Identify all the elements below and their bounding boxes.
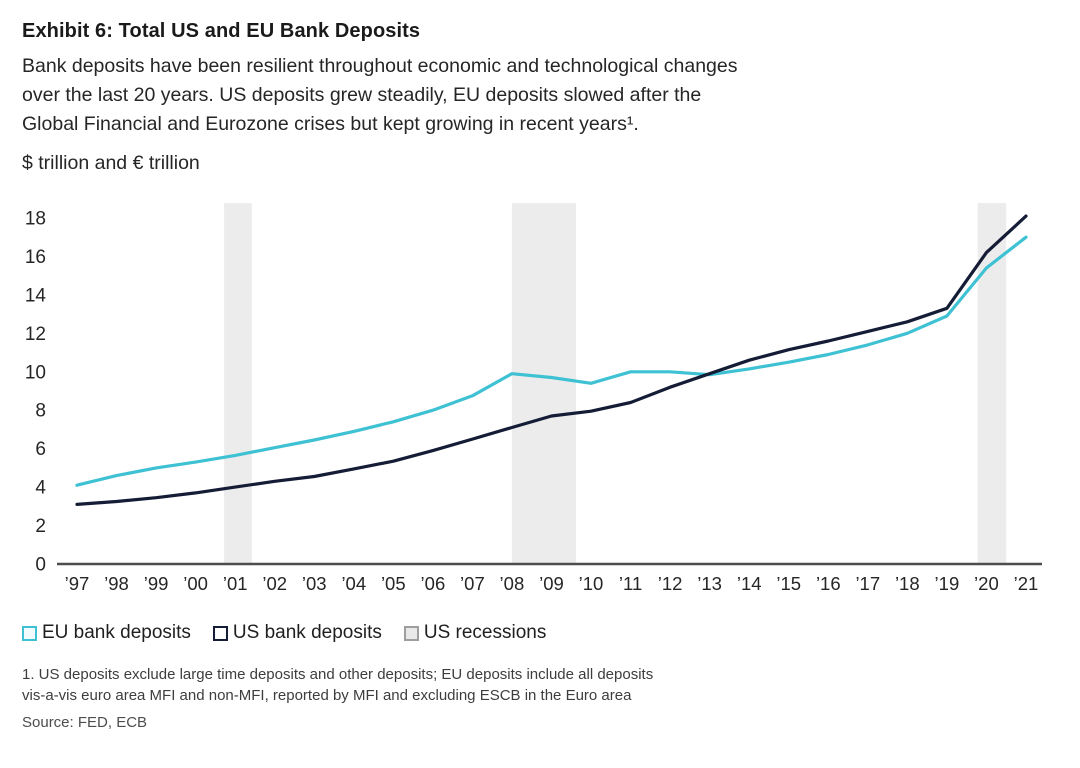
subtitle-line-1: Bank deposits have been resilient throug… bbox=[22, 55, 738, 77]
x-tick-label: ’10 bbox=[579, 573, 604, 594]
recession-band bbox=[224, 203, 252, 564]
y-tick-label: 16 bbox=[25, 247, 46, 268]
x-tick-label: ’21 bbox=[1014, 573, 1039, 594]
y-tick-label: 2 bbox=[35, 516, 46, 537]
y-tick-label: 8 bbox=[35, 401, 46, 422]
y-tick-label: 18 bbox=[25, 209, 46, 230]
x-tick-label: ’14 bbox=[737, 573, 762, 594]
legend-label-eu: EU bank deposits bbox=[42, 622, 191, 643]
exhibit-header: Exhibit 6: Total US and EU Bank Deposits… bbox=[0, 0, 1080, 175]
y-tick-label: 10 bbox=[25, 362, 46, 383]
eu-series-swatch-icon bbox=[22, 625, 37, 641]
deposits-chart: 0 2 4 6 8 10 12 14 16 18 ’97 ’98 ’99 ’00 ’01 ’02 ’03 ’04 ’… bbox=[0, 188, 1080, 608]
exhibit-title: Exhibit 6: Total US and EU Bank Deposits bbox=[22, 20, 421, 42]
chart-legend: EU bank deposits US bank deposits US rec… bbox=[22, 622, 1080, 644]
x-tick-label: ’97 bbox=[65, 573, 90, 594]
x-tick-label: ’07 bbox=[460, 573, 485, 594]
x-tick-label: ’16 bbox=[816, 573, 841, 594]
eu-bank-deposits-line bbox=[75, 235, 1028, 487]
footnote-line-2: vis-a-vis euro area MFI and non-MFI, rep… bbox=[22, 687, 632, 704]
x-tick-label: ’09 bbox=[539, 573, 564, 594]
recessions-swatch-icon bbox=[403, 625, 419, 641]
footnote: 1. US deposits exclude large time deposi… bbox=[22, 664, 1080, 706]
subtitle-line-3: Global Financial and Eurozone crises but… bbox=[22, 113, 639, 135]
legend-label-recessions: US recessions bbox=[423, 622, 547, 643]
x-tick-label: ’98 bbox=[104, 573, 129, 594]
x-tick-label: ’99 bbox=[144, 573, 169, 594]
y-tick-label: 6 bbox=[35, 439, 46, 460]
x-tick-label: ’05 bbox=[381, 573, 406, 594]
x-tick-label: ’19 bbox=[935, 573, 960, 594]
us-series-swatch-icon bbox=[212, 625, 228, 641]
x-tick-label: ’04 bbox=[341, 573, 366, 594]
x-tick-label: ’11 bbox=[619, 573, 642, 594]
legend-item-eu: EU bank deposits bbox=[22, 622, 191, 644]
legend-item-us: US bank deposits bbox=[212, 622, 382, 644]
units-label: $ trillion and € trillion bbox=[22, 152, 200, 174]
x-tick-label: ’03 bbox=[302, 573, 327, 594]
subtitle-line-2: over the last 20 years. US deposits grew… bbox=[22, 84, 702, 106]
x-tick-label: ’08 bbox=[500, 573, 525, 594]
y-tick-label: 14 bbox=[25, 285, 47, 306]
source-line: Source: FED, ECB bbox=[22, 714, 148, 731]
x-tick-label: ’02 bbox=[262, 573, 287, 594]
x-tick-label: ’00 bbox=[183, 573, 208, 594]
chart-canvas: 0 2 4 6 8 10 12 14 16 18 ’97 ’98 ’99 ’00 ’01 ’02 ’03 ’04 ’… bbox=[25, 203, 1042, 594]
x-tick-label: ’18 bbox=[895, 573, 920, 594]
x-tick-label: ’12 bbox=[658, 573, 683, 594]
y-tick-label: 0 bbox=[35, 555, 46, 576]
legend-label-us: US bank deposits bbox=[232, 622, 382, 643]
exhibit-subtitle: Bank deposits have been resilient throug… bbox=[22, 52, 1040, 139]
x-tick-label: ’06 bbox=[421, 573, 446, 594]
y-tick-label: 4 bbox=[35, 478, 46, 499]
recession-band bbox=[511, 203, 576, 564]
x-tick-label: ’15 bbox=[776, 573, 801, 594]
x-tick-label: ’20 bbox=[974, 573, 999, 594]
legend-item-recessions: US recessions bbox=[403, 622, 547, 644]
y-tick-label: 12 bbox=[25, 324, 46, 345]
us-bank-deposits-line bbox=[75, 214, 1028, 506]
x-tick-label: ’01 bbox=[223, 573, 248, 594]
x-tick-label: ’13 bbox=[697, 573, 722, 594]
x-tick-label: ’17 bbox=[855, 573, 880, 594]
footnote-line-1: 1. US deposits exclude large time deposi… bbox=[22, 666, 654, 683]
